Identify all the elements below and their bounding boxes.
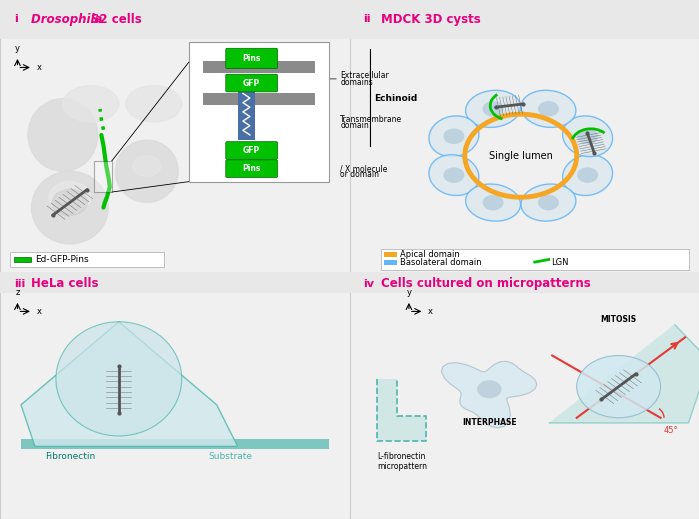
Text: z: z xyxy=(15,289,20,297)
Text: x: x xyxy=(36,307,41,316)
Polygon shape xyxy=(377,379,426,441)
Text: y: y xyxy=(406,289,412,297)
Text: x: x xyxy=(36,63,41,72)
Text: x: x xyxy=(428,307,433,316)
Text: GFP: GFP xyxy=(243,78,260,88)
Ellipse shape xyxy=(466,90,521,127)
Ellipse shape xyxy=(429,155,479,196)
Bar xyxy=(14,257,31,262)
Ellipse shape xyxy=(63,86,119,122)
Ellipse shape xyxy=(521,90,576,127)
Ellipse shape xyxy=(49,182,91,213)
Text: S2 cells: S2 cells xyxy=(91,12,142,26)
Text: Substrate: Substrate xyxy=(209,452,252,461)
Bar xyxy=(350,275,699,519)
Bar xyxy=(238,88,255,140)
Text: MITOSIS: MITOSIS xyxy=(600,315,637,324)
Ellipse shape xyxy=(477,380,502,399)
Text: Drosophila: Drosophila xyxy=(31,12,107,26)
Text: Basolateral domain: Basolateral domain xyxy=(400,257,482,267)
Bar xyxy=(203,93,315,105)
Ellipse shape xyxy=(563,116,612,157)
Text: Pins: Pins xyxy=(243,53,261,63)
Text: ii: ii xyxy=(363,14,371,24)
Text: domain: domain xyxy=(340,121,369,130)
Ellipse shape xyxy=(577,129,598,144)
Ellipse shape xyxy=(563,155,612,196)
Text: MDCK 3D cysts: MDCK 3D cysts xyxy=(381,12,481,26)
Ellipse shape xyxy=(429,116,479,157)
Text: Extracellular: Extracellular xyxy=(340,71,389,80)
Bar xyxy=(350,272,699,293)
Ellipse shape xyxy=(538,195,559,210)
Bar xyxy=(384,260,397,265)
Bar xyxy=(0,272,350,293)
FancyBboxPatch shape xyxy=(226,74,278,92)
Bar xyxy=(0,275,350,519)
Bar xyxy=(0,0,350,275)
FancyBboxPatch shape xyxy=(226,160,278,177)
Polygon shape xyxy=(442,361,537,428)
Bar xyxy=(94,161,112,192)
Text: 45°: 45° xyxy=(664,426,679,435)
Bar xyxy=(203,61,315,73)
Polygon shape xyxy=(549,324,699,423)
Ellipse shape xyxy=(577,167,598,183)
Text: / X molecule: / X molecule xyxy=(340,164,388,173)
Text: LGN: LGN xyxy=(551,257,568,267)
Text: Cells cultured on micropatterns: Cells cultured on micropatterns xyxy=(381,277,591,291)
Ellipse shape xyxy=(56,322,182,436)
Ellipse shape xyxy=(28,99,98,171)
Text: INTERPHASE: INTERPHASE xyxy=(462,418,517,428)
Text: Single lumen: Single lumen xyxy=(489,151,553,161)
Text: GFP: GFP xyxy=(243,146,260,155)
Ellipse shape xyxy=(466,184,521,221)
Ellipse shape xyxy=(521,184,576,221)
Bar xyxy=(381,249,689,270)
Text: or domain: or domain xyxy=(340,170,380,180)
Bar xyxy=(189,42,329,182)
Polygon shape xyxy=(21,439,329,449)
Ellipse shape xyxy=(443,167,464,183)
Ellipse shape xyxy=(133,156,161,176)
Ellipse shape xyxy=(482,101,503,117)
Text: Transmembrane: Transmembrane xyxy=(340,115,403,124)
Bar xyxy=(0,0,350,39)
FancyBboxPatch shape xyxy=(226,142,278,159)
Bar xyxy=(384,252,397,257)
Text: iii: iii xyxy=(14,279,25,289)
Ellipse shape xyxy=(126,86,182,122)
Bar xyxy=(350,0,699,39)
Ellipse shape xyxy=(31,171,108,244)
FancyBboxPatch shape xyxy=(226,48,278,69)
Bar xyxy=(10,252,164,267)
Text: Apical domain: Apical domain xyxy=(400,250,459,259)
Text: Ed-GFP-Pins: Ed-GFP-Pins xyxy=(35,255,89,264)
Ellipse shape xyxy=(443,129,464,144)
Bar xyxy=(350,0,699,275)
Ellipse shape xyxy=(115,140,178,202)
Text: Fibronectin: Fibronectin xyxy=(45,452,95,461)
Text: HeLa cells: HeLa cells xyxy=(31,277,99,291)
Polygon shape xyxy=(21,322,238,446)
Text: domains: domains xyxy=(340,77,373,87)
Text: Echinoid: Echinoid xyxy=(374,93,417,103)
Ellipse shape xyxy=(482,195,503,210)
Text: y: y xyxy=(15,45,20,53)
Ellipse shape xyxy=(577,356,661,418)
Ellipse shape xyxy=(52,189,87,215)
Ellipse shape xyxy=(538,101,559,117)
Text: Pins: Pins xyxy=(243,164,261,173)
Text: i: i xyxy=(14,14,17,24)
Text: iv: iv xyxy=(363,279,375,289)
Text: L-fibronectin
micropattern: L-fibronectin micropattern xyxy=(377,452,427,471)
